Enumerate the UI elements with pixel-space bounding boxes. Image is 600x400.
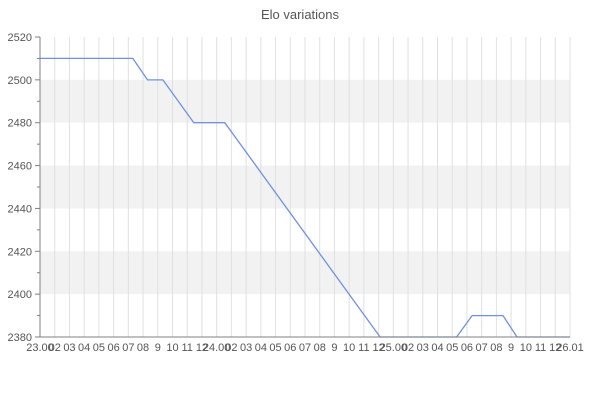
x-tick-label: 10 bbox=[166, 342, 178, 354]
y-tick-label: 2500 bbox=[8, 75, 32, 87]
x-tick-label: 03 bbox=[63, 342, 75, 354]
x-tick-label: 9 bbox=[155, 342, 161, 354]
y-tick-label: 2400 bbox=[8, 289, 32, 301]
x-tick-label: 03 bbox=[417, 342, 429, 354]
x-tick-label: 06 bbox=[461, 342, 473, 354]
x-tick-label: 07 bbox=[476, 342, 488, 354]
x-tick-label: 02 bbox=[49, 342, 61, 354]
x-tick-label: 11 bbox=[358, 342, 369, 354]
x-tick-label: 08 bbox=[490, 342, 502, 354]
x-tick-label: 9 bbox=[508, 342, 514, 354]
x-tick-label: 04 bbox=[78, 342, 90, 354]
x-tick-label: 11 bbox=[182, 342, 193, 354]
x-tick-label: 10 bbox=[520, 342, 532, 354]
y-tick-label: 2380 bbox=[8, 332, 32, 344]
x-tick-label: 10 bbox=[343, 342, 355, 354]
x-tick-label: 05 bbox=[93, 342, 105, 354]
x-tick-label: 9 bbox=[331, 342, 337, 354]
x-tick-label: 02 bbox=[225, 342, 237, 354]
x-tick-label: 05 bbox=[269, 342, 281, 354]
x-tick-label: 25.00 bbox=[380, 342, 408, 354]
elo-series-line bbox=[40, 57, 570, 338]
y-tick-label: 2460 bbox=[8, 161, 32, 173]
x-tick-label: 03 bbox=[240, 342, 252, 354]
x-tick-label: 11 bbox=[535, 342, 546, 354]
x-tick-label: 06 bbox=[107, 342, 119, 354]
x-tick-label: 07 bbox=[122, 342, 134, 354]
x-tick-label: 12 bbox=[549, 342, 561, 354]
x-tick-label: 23.00 bbox=[26, 342, 54, 354]
x-tick-label: 08 bbox=[314, 342, 326, 354]
y-tick-label: 2520 bbox=[8, 32, 32, 44]
x-tick-label: 05 bbox=[446, 342, 458, 354]
x-tick-label: 26.01 bbox=[556, 342, 584, 354]
x-tick-label: 04 bbox=[431, 342, 443, 354]
y-tick-label: 2420 bbox=[8, 246, 32, 258]
x-tick-label: 12 bbox=[372, 342, 384, 354]
x-tick-label: 02 bbox=[402, 342, 414, 354]
x-tick-label: 04 bbox=[255, 342, 267, 354]
chart-title: Elo variations bbox=[260, 7, 340, 22]
x-tick-label: 12 bbox=[196, 342, 208, 354]
x-tick-label: 08 bbox=[137, 342, 149, 354]
y-tick-label: 2440 bbox=[8, 203, 32, 215]
y-tick-label: 2480 bbox=[8, 118, 32, 130]
x-tick-label: 07 bbox=[299, 342, 311, 354]
x-tick-label: 24.00 bbox=[203, 342, 231, 354]
x-tick-label: 06 bbox=[284, 342, 296, 354]
